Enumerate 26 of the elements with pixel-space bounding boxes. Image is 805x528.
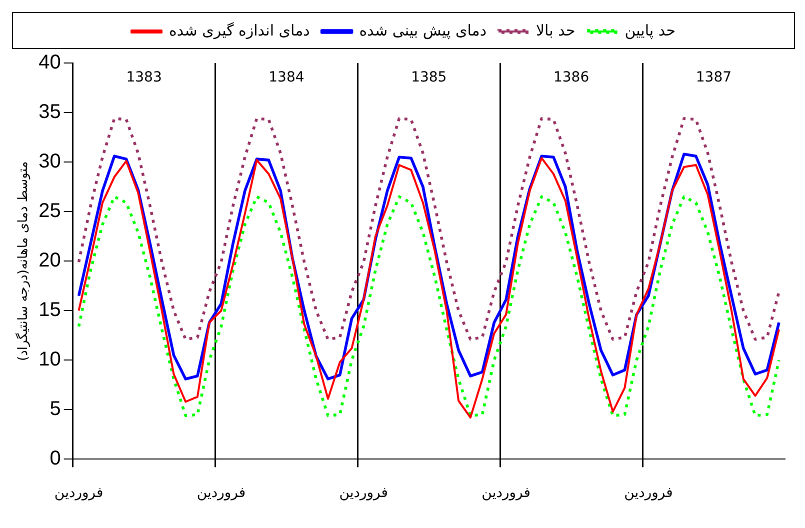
y-tick-label: 30 — [38, 150, 61, 173]
x-tick-label: فروردین — [54, 485, 104, 502]
annotation: 1385 — [411, 70, 447, 86]
legend-label: دمای پیش بینی شده — [359, 21, 486, 40]
legend-label: حد پایین — [624, 21, 676, 40]
legend-label: دمای اندازه گیری شده — [169, 21, 310, 40]
y-tick-label: 25 — [38, 200, 61, 222]
y-tick-label: 5 — [50, 398, 61, 420]
x-tick-label: فروردین — [624, 485, 673, 502]
x-tick-label: فروردین — [339, 485, 388, 502]
annotation: 1386 — [553, 70, 590, 86]
annotation: 1383 — [126, 70, 162, 86]
y-tick-label: 35 — [38, 101, 61, 124]
annotation: 1387 — [696, 70, 732, 86]
y-tick-label: 15 — [38, 299, 61, 322]
legend-label: حد بالا — [536, 21, 576, 40]
y-tick-label: 20 — [38, 250, 61, 272]
x-tick-label: فروردین — [482, 485, 530, 502]
y-tick-label: 0 — [50, 448, 61, 470]
y-axis-title: متوسط دمای ماهانه(درجه سانتیگراد) — [15, 161, 32, 361]
line-series — [77, 117, 780, 341]
x-tick-label: فروردین — [196, 485, 246, 502]
y-tick-label: 10 — [38, 348, 61, 371]
annotation: 1384 — [268, 70, 304, 86]
line-series — [77, 195, 780, 418]
y-tick-label: 40 — [38, 52, 61, 74]
